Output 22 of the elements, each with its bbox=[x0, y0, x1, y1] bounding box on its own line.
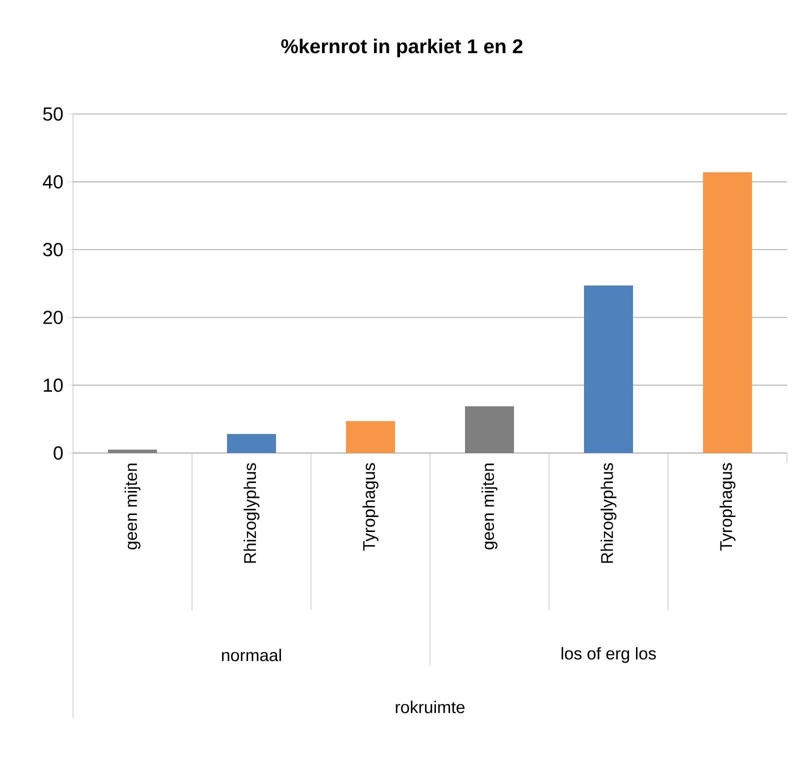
x-tick-label: geen mijten bbox=[482, 464, 498, 550]
chart-title: %kernrot in parkiet 1 en 2 bbox=[281, 38, 522, 58]
y-tick-label: 0 bbox=[54, 446, 63, 460]
bar bbox=[346, 421, 396, 453]
x-tick-label: geen mijten bbox=[124, 464, 140, 550]
y-tick-label: 50 bbox=[43, 107, 63, 121]
x-tick-label: Tyrophagus bbox=[362, 463, 378, 551]
x-tick-label: Rhizoglyphus bbox=[244, 463, 260, 563]
bar bbox=[703, 172, 752, 453]
x-tick-label: Tyrophagus bbox=[720, 463, 736, 551]
bar bbox=[227, 434, 276, 453]
bar bbox=[465, 406, 514, 453]
text: normaal bbox=[222, 648, 281, 662]
x-tick-label: Rhizoglyphus bbox=[600, 463, 616, 563]
y-tick-label: 20 bbox=[43, 310, 63, 324]
bar bbox=[584, 286, 634, 453]
y-tick-label: 10 bbox=[44, 378, 63, 392]
text: los of erg los bbox=[562, 647, 656, 663]
y-tick-label: 30 bbox=[43, 242, 63, 256]
text: rokruimte bbox=[396, 700, 465, 714]
bar bbox=[108, 450, 157, 453]
y-tick-label: 40 bbox=[42, 175, 63, 188]
